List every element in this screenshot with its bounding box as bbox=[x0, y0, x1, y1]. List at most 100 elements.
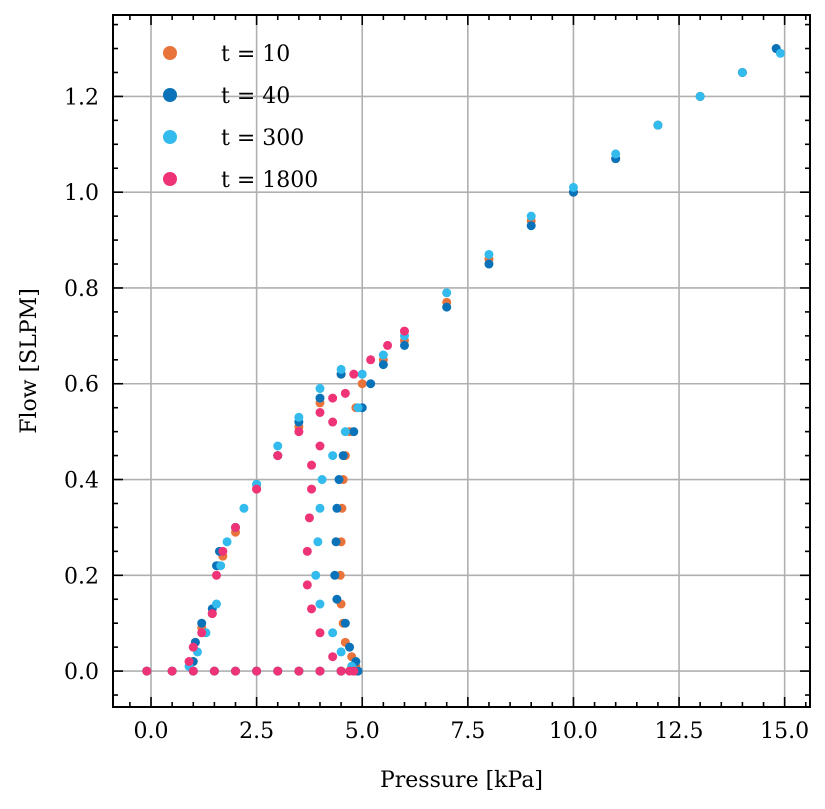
data-point bbox=[188, 666, 198, 676]
data-point bbox=[273, 441, 283, 451]
data-point bbox=[315, 599, 325, 609]
data-point bbox=[328, 628, 338, 638]
data-point bbox=[315, 666, 325, 676]
x-tick-label: 15.0 bbox=[760, 719, 809, 744]
data-point bbox=[568, 182, 578, 192]
data-point bbox=[294, 412, 304, 422]
data-point bbox=[332, 503, 342, 513]
data-point bbox=[345, 666, 355, 676]
legend-label: t = 40 bbox=[221, 84, 290, 109]
data-point bbox=[231, 666, 241, 676]
legend-marker bbox=[163, 172, 177, 186]
data-points bbox=[142, 44, 785, 676]
data-point bbox=[302, 546, 312, 556]
data-point bbox=[383, 340, 393, 350]
data-point bbox=[775, 48, 785, 58]
data-point bbox=[209, 666, 219, 676]
legend-label: t = 300 bbox=[221, 126, 304, 151]
data-point bbox=[357, 379, 367, 389]
data-point bbox=[239, 503, 249, 513]
data-point bbox=[273, 666, 283, 676]
data-point bbox=[357, 369, 367, 379]
data-point bbox=[304, 513, 314, 523]
data-point bbox=[184, 657, 194, 667]
plot-frame bbox=[112, 14, 811, 708]
y-tick-label: 1.2 bbox=[64, 85, 99, 110]
data-point bbox=[366, 379, 376, 389]
data-point bbox=[330, 570, 340, 580]
data-point bbox=[142, 666, 152, 676]
data-point bbox=[294, 427, 304, 437]
data-point bbox=[252, 666, 262, 676]
x-tick-label: 0.0 bbox=[134, 719, 169, 744]
data-point bbox=[197, 628, 207, 638]
x-tick-label: 5.0 bbox=[345, 719, 380, 744]
y-axis-title: Flow [SLPM] bbox=[17, 288, 42, 434]
y-tick-label: 0.0 bbox=[64, 660, 99, 685]
data-point bbox=[340, 388, 350, 398]
axis-ticks bbox=[113, 15, 810, 707]
data-point bbox=[252, 484, 262, 494]
data-point bbox=[526, 221, 536, 231]
legend-label: t = 10 bbox=[221, 42, 290, 67]
series-3 bbox=[142, 326, 409, 676]
data-point bbox=[345, 642, 355, 652]
data-point bbox=[349, 427, 359, 437]
data-point bbox=[334, 475, 344, 485]
data-point bbox=[328, 451, 338, 461]
data-point bbox=[332, 594, 342, 604]
data-point bbox=[315, 384, 325, 394]
data-point bbox=[336, 647, 346, 657]
data-point bbox=[328, 417, 338, 427]
data-point bbox=[366, 355, 376, 365]
data-point bbox=[484, 249, 494, 259]
x-tick-label: 10.0 bbox=[549, 719, 598, 744]
data-point bbox=[197, 618, 207, 628]
data-point bbox=[313, 537, 323, 547]
data-point bbox=[167, 666, 177, 676]
data-point bbox=[353, 403, 363, 413]
data-point bbox=[653, 120, 663, 130]
data-point bbox=[484, 259, 494, 269]
x-tick-label: 12.5 bbox=[655, 719, 704, 744]
data-point bbox=[216, 561, 226, 571]
y-tick-label: 0.2 bbox=[64, 564, 99, 589]
y-tick-label: 0.4 bbox=[64, 469, 99, 494]
data-point bbox=[211, 570, 221, 580]
x-tick-label: 7.5 bbox=[450, 719, 485, 744]
y-tick-label: 0.6 bbox=[64, 373, 99, 398]
y-tick-label: 1.0 bbox=[64, 181, 99, 206]
legend-marker bbox=[163, 88, 177, 102]
data-point bbox=[336, 364, 346, 374]
data-point bbox=[222, 537, 232, 547]
x-tick-label: 2.5 bbox=[239, 719, 274, 744]
data-point bbox=[328, 393, 338, 403]
data-point bbox=[307, 604, 317, 614]
grid-lines bbox=[113, 15, 810, 707]
data-point bbox=[294, 666, 304, 676]
data-point bbox=[315, 628, 325, 638]
data-point bbox=[378, 350, 388, 360]
data-point bbox=[211, 599, 221, 609]
data-point bbox=[399, 326, 409, 336]
data-point bbox=[349, 369, 359, 379]
legend: t = 10 t = 40 t = 300 t = 1800 bbox=[163, 42, 318, 193]
x-axis-title: Pressure [kPa] bbox=[380, 768, 543, 793]
data-point bbox=[302, 580, 312, 590]
data-point bbox=[307, 484, 317, 494]
data-point bbox=[207, 609, 217, 619]
data-point bbox=[737, 67, 747, 77]
data-point bbox=[231, 522, 241, 532]
data-point bbox=[399, 340, 409, 350]
data-point bbox=[188, 642, 198, 652]
data-point bbox=[307, 460, 317, 470]
data-point bbox=[315, 407, 325, 417]
data-point bbox=[340, 427, 350, 437]
tick-labels: 0.0 2.5 5.0 7.5 10.0 12.5 15.0 0.0 0.2 0.4 0.6 0.8 1… bbox=[64, 85, 809, 744]
data-point bbox=[315, 503, 325, 513]
data-point bbox=[317, 475, 327, 485]
data-point bbox=[315, 393, 325, 403]
data-point bbox=[442, 288, 452, 298]
